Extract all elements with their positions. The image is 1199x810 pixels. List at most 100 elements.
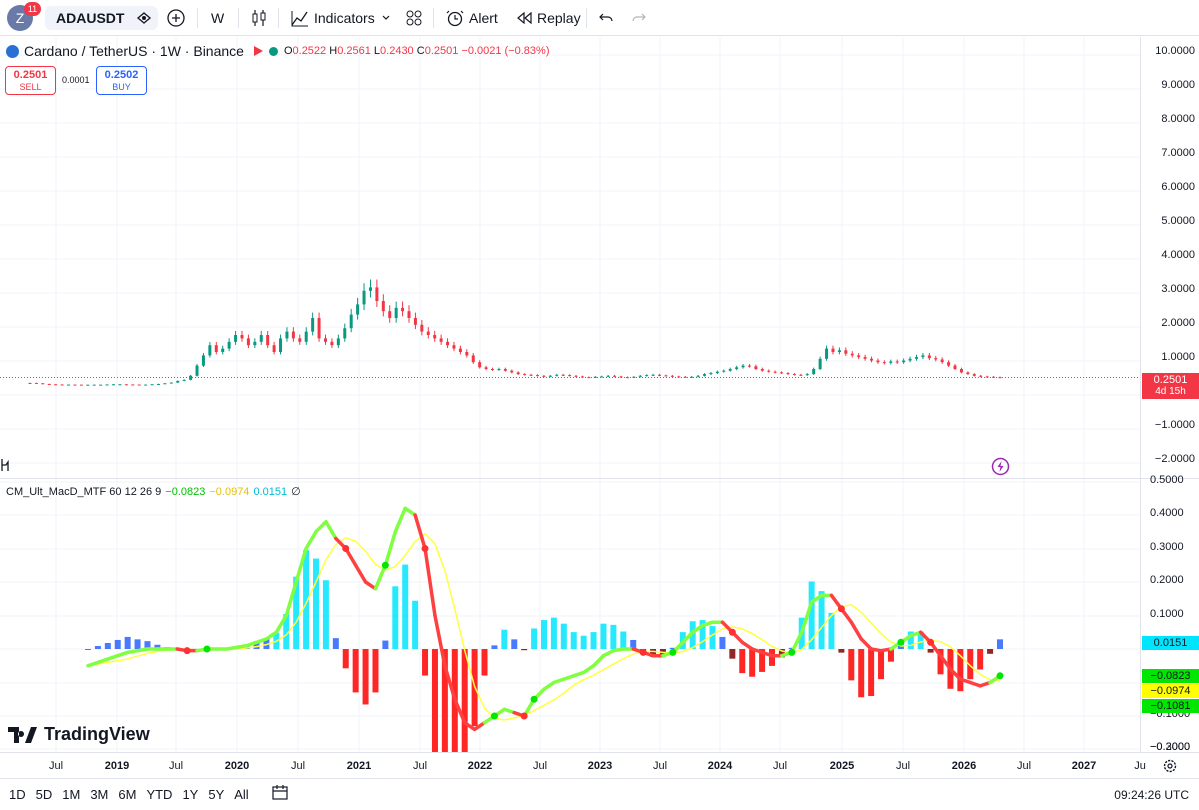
time-axis[interactable]: Jul 2019 Jul 2020 Jul 2021 Jul 2022 Jul 2023 Jul 20… [0,752,1199,777]
range-button-1d[interactable]: 1D [9,787,26,802]
templates-grid-icon[interactable] [405,6,423,30]
lightning-icon[interactable] [991,457,1010,481]
range-button-5y[interactable]: 5Y [208,787,225,802]
toolbar-divider [586,8,587,28]
candle-body [882,362,886,364]
symbol-search[interactable]: ADAUSDT [45,6,158,30]
candle-body [118,384,122,386]
histogram-bar [283,614,290,649]
candle-body [86,384,90,386]
candle-body [908,358,912,361]
range-button-1m[interactable]: 1M [62,787,81,802]
candle-body [741,365,745,368]
histogram-bar [997,639,1003,649]
histogram-bar [412,600,419,649]
alert-label: Alert [469,10,498,26]
redo-icon[interactable] [631,6,647,30]
candle-body [651,374,655,376]
replay-button[interactable]: Replay [515,6,581,30]
clock[interactable]: 09:24:26 UTC [1114,788,1189,802]
candle-body [478,362,482,368]
interval-button[interactable]: W [211,10,225,26]
candle-body [28,382,32,384]
buy-button[interactable]: 0.2502 BUY [96,66,147,95]
candle-body [863,357,867,359]
range-button-all[interactable]: All [234,787,249,802]
histogram-bar [511,639,518,649]
range-button-6m[interactable]: 6M [118,787,137,802]
candle-body [535,375,539,377]
histogram-bar [778,649,785,658]
range-button-5d[interactable]: 5D [35,787,53,802]
candle-body [285,331,289,339]
candle-body [613,375,617,377]
alarm-clock-icon [446,10,464,27]
candle-body [555,374,559,376]
histogram-bar [402,564,409,649]
range-button-3m[interactable]: 3M [90,787,109,802]
macd-line-segment [790,630,804,655]
pane-divider[interactable] [0,478,1199,479]
chart-canvas[interactable] [0,37,1140,810]
range-button-1y[interactable]: 1Y [182,787,199,802]
histogram-bar [541,620,547,649]
histogram-bar [987,649,994,654]
time-axis-label: 2023 [587,760,613,772]
macd-line-segment [274,613,289,634]
candle-body [413,318,417,325]
histogram-bar [937,649,944,675]
histogram-bar [521,649,528,651]
histogram-bar [332,638,339,649]
compare-add-icon[interactable] [166,6,186,30]
candle-body [638,375,642,377]
tradingview-logo-text: TradingView [44,724,150,744]
sell-button[interactable]: 0.2501 SELL [5,66,56,95]
candle-body [41,383,45,385]
time-axis-label: Jul [772,760,788,772]
tradingview-logo[interactable]: TradingView [8,724,150,745]
date-range-calendar-icon[interactable] [271,783,289,806]
time-axis-label: 2022 [467,760,493,772]
histogram-bar [382,640,389,649]
histogram-bar [570,632,577,649]
candle-body [426,331,430,335]
indicator-signal-value: −0.0974 [209,485,250,498]
candle-body [214,345,218,352]
candle-body [54,384,58,386]
open-value: 0.2522 [292,45,327,57]
price-axis-label: 8.0000 [1161,113,1195,125]
cross-dot [421,545,429,552]
cross-dot [897,638,905,646]
price-axis-label: 3.0000 [1161,283,1195,295]
time-axis-label: 2025 [829,760,855,772]
indicator-axis-label: 0.1000 [1150,608,1184,620]
candle-body [619,376,623,378]
candle-body [837,350,841,352]
cross-dot [490,712,498,720]
chevron-down-icon[interactable] [381,6,391,30]
price-axis[interactable]: 10.0000 9.0000 8.0000 7.0000 6.0000 5.0000 4.0… [1140,37,1199,752]
histogram-bar [848,649,855,681]
watchlist-diamond-icon[interactable] [136,10,152,29]
indicators-button[interactable]: Indicators [290,6,375,30]
drag-handle-icon[interactable] [0,455,10,480]
alert-button[interactable]: Alert [445,6,498,30]
high-key: H [329,45,338,57]
indicator-axis-label: −0.3000 [1150,741,1191,753]
settings-gear-icon[interactable] [1162,758,1178,779]
histogram-bar [431,649,438,779]
histogram-bar [590,632,597,649]
chart-svg [0,37,1140,810]
range-button-ytd[interactable]: YTD [146,787,173,802]
candles-icon[interactable] [250,6,268,30]
toolbar-divider [238,8,239,28]
undo-icon[interactable] [598,6,614,30]
candle-body [144,384,148,386]
histogram-bar [85,649,91,650]
last-price-value: 0.2501 [1153,374,1188,386]
candle-body [368,287,372,291]
candle-body [921,355,925,358]
histogram-bar [719,636,726,649]
candle-body [381,301,385,312]
candle-body [728,369,732,371]
